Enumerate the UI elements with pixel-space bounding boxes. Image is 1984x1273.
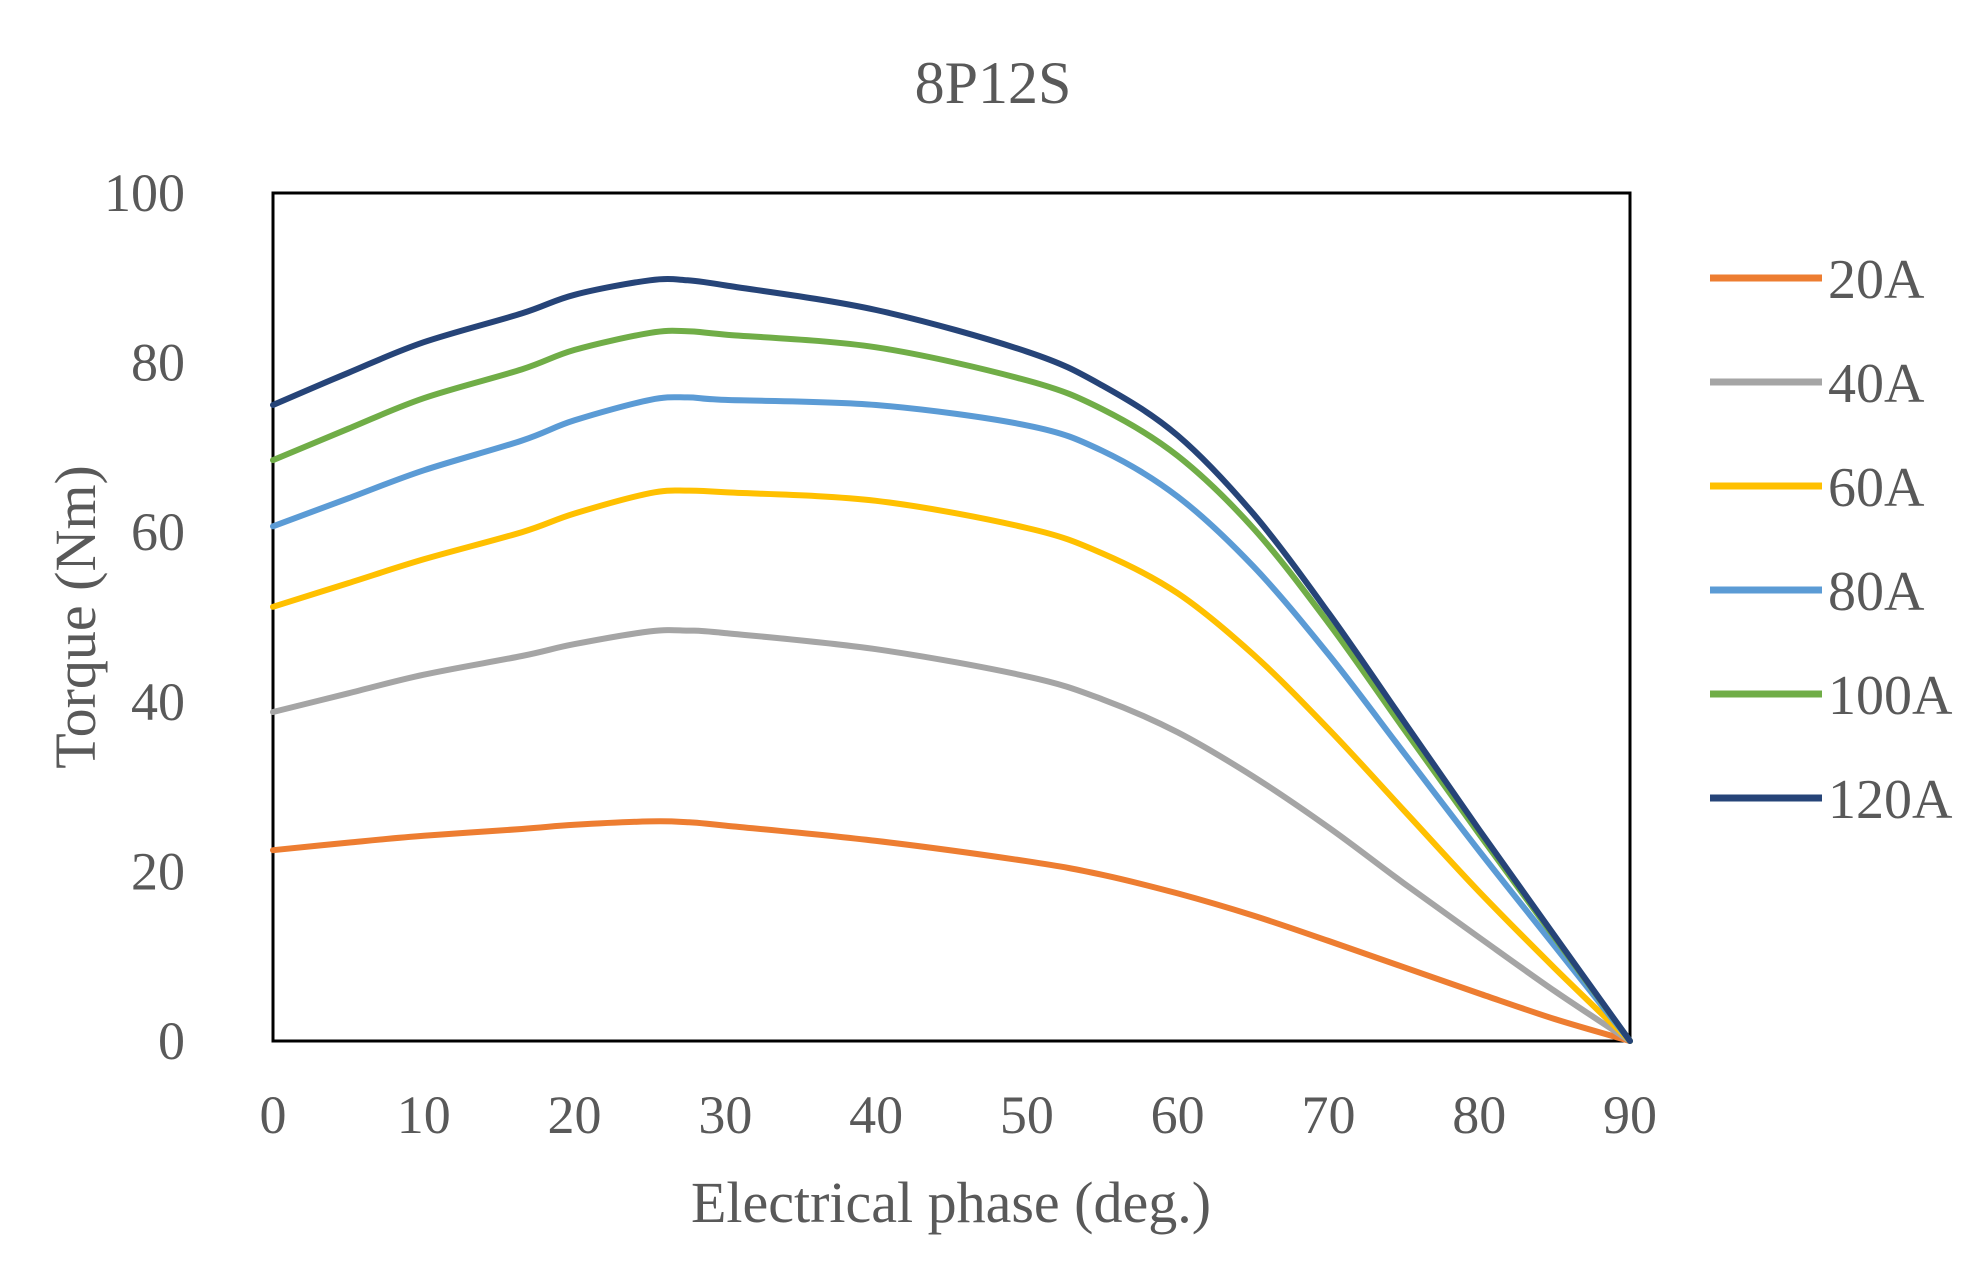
series-line-20a (270, 818, 1633, 1044)
series-line-80a (270, 394, 1633, 1044)
x-tick-label: 70 (1301, 1085, 1355, 1145)
legend-label: 20A (1828, 249, 1925, 311)
legend-label: 40A (1828, 353, 1925, 415)
x-axis-ticks: 0 10 20 30 40 50 60 70 80 90 (260, 1085, 1658, 1145)
x-axis-title: Electrical phase (deg.) (691, 1170, 1211, 1235)
series-line-40a (270, 627, 1633, 1044)
y-axis-ticks: 0 20 40 60 80 100 (104, 163, 185, 1071)
series-line-60a (270, 487, 1633, 1044)
y-tick-label: 60 (131, 502, 185, 562)
legend-label: 100A (1828, 665, 1953, 727)
plot-area (271, 191, 1632, 1043)
x-tick-label: 90 (1603, 1085, 1657, 1145)
legend-label: 80A (1828, 561, 1925, 623)
y-tick-label: 40 (131, 672, 185, 732)
y-tick-label: 80 (131, 333, 185, 393)
legend: 20A 40A 60A 80A 100A 120A (1710, 249, 1953, 831)
series-lines (270, 276, 1633, 1044)
x-tick-label: 10 (397, 1085, 451, 1145)
y-axis-title: Torque (Nm) (43, 465, 108, 769)
x-tick-label: 30 (698, 1085, 752, 1145)
legend-label: 60A (1828, 457, 1925, 519)
series-line-120a (270, 276, 1633, 1044)
x-tick-label: 50 (1000, 1085, 1054, 1145)
y-tick-label: 0 (158, 1011, 185, 1071)
x-tick-label: 0 (260, 1085, 287, 1145)
y-tick-label: 100 (104, 163, 185, 223)
x-tick-label: 20 (548, 1085, 602, 1145)
x-tick-label: 60 (1151, 1085, 1205, 1145)
legend-label: 120A (1828, 769, 1953, 831)
y-tick-label: 20 (131, 841, 185, 901)
series-line-100a (270, 327, 1633, 1044)
x-tick-label: 40 (849, 1085, 903, 1145)
chart-title: 8P12S (915, 50, 1072, 116)
x-tick-label: 80 (1452, 1085, 1506, 1145)
